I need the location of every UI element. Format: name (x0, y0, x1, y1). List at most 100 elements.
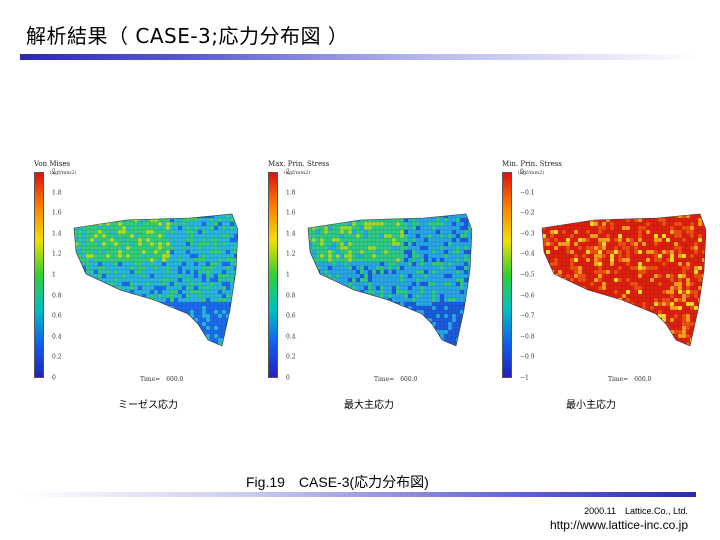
mesh-element (347, 289, 353, 295)
mesh-element (177, 225, 183, 231)
mesh-element (117, 281, 123, 287)
mesh-element (117, 233, 123, 239)
mesh-element (189, 321, 195, 327)
mesh-element (93, 225, 99, 231)
mesh-element (117, 337, 123, 343)
mesh-element (189, 305, 195, 311)
mesh-element (395, 221, 401, 227)
mesh-element (677, 241, 683, 247)
mesh-element (467, 329, 472, 335)
mesh-element (157, 289, 163, 295)
mesh-element (701, 333, 706, 339)
mesh-element (593, 309, 599, 315)
mesh-element (411, 277, 417, 283)
mesh-element (339, 345, 345, 346)
mesh-element (375, 289, 381, 295)
mesh-element (125, 305, 131, 311)
mesh-element (669, 321, 675, 327)
mesh-element (431, 301, 437, 307)
mesh-element (451, 225, 457, 231)
mesh-element (129, 269, 135, 275)
mesh-element (395, 265, 401, 271)
mesh-element (427, 217, 433, 223)
mesh-element (185, 297, 191, 303)
mesh-element (435, 225, 441, 231)
mesh-element (343, 289, 349, 295)
mesh-element (395, 273, 401, 279)
mesh-element (173, 273, 179, 279)
mesh-element (347, 229, 353, 235)
mesh-element (217, 241, 223, 247)
mesh-element (585, 309, 591, 315)
mesh-element (121, 257, 127, 263)
mesh-element (319, 269, 325, 275)
mesh-element (585, 249, 591, 255)
mesh-element (419, 229, 425, 235)
mesh-element (403, 329, 409, 335)
mesh-element (617, 301, 623, 307)
mesh-element (669, 241, 675, 247)
mesh-element (189, 281, 195, 287)
mesh-element (319, 253, 325, 259)
mesh-element (371, 281, 377, 287)
mesh-element (407, 333, 413, 339)
mesh-element (637, 229, 643, 235)
mesh-element (97, 253, 103, 259)
mesh-element (653, 305, 659, 311)
mesh-element (637, 225, 643, 231)
mesh-element (689, 285, 695, 291)
mesh-element (375, 269, 381, 275)
mesh-element (383, 281, 389, 287)
mesh-element (403, 301, 409, 307)
mesh-element (311, 325, 317, 331)
mesh-element (367, 257, 373, 263)
mesh-element (661, 305, 667, 311)
mesh-element (573, 329, 579, 335)
mesh-element (447, 229, 453, 235)
mesh-element (542, 225, 543, 231)
mesh-element (685, 305, 691, 311)
mesh-element (589, 341, 595, 346)
mesh-element (209, 325, 215, 331)
mesh-element (355, 329, 361, 335)
mesh-element (685, 281, 691, 287)
mesh-element (205, 225, 211, 231)
mesh-element (375, 257, 381, 263)
mesh-element (451, 233, 457, 239)
mesh-element (693, 305, 699, 311)
mesh-element (181, 269, 187, 275)
mesh-element (81, 214, 87, 219)
mesh-element (665, 341, 671, 346)
mesh-element (617, 265, 623, 271)
mesh-element (693, 253, 699, 259)
mesh-element (609, 237, 615, 243)
mesh-element (335, 285, 341, 291)
mesh-element (339, 253, 345, 259)
mesh-element (419, 241, 425, 247)
mesh-element (137, 309, 143, 315)
mesh-element (383, 225, 389, 231)
mesh-element (625, 273, 631, 279)
mesh-element (197, 249, 203, 255)
mesh-element (77, 281, 83, 287)
mesh-element (553, 217, 559, 223)
mesh-element (125, 293, 131, 299)
mesh-element (165, 321, 171, 327)
mesh-element (89, 337, 95, 343)
mesh-element (407, 277, 413, 283)
mesh-element (169, 221, 175, 227)
mesh-element (693, 214, 699, 215)
mesh-element (597, 245, 603, 251)
mesh-element (233, 301, 238, 307)
mesh-element (573, 249, 579, 255)
mesh-element (363, 269, 369, 275)
mesh-element (673, 221, 679, 227)
mesh-element (315, 214, 321, 219)
mesh-element (415, 313, 421, 319)
mesh-element (693, 329, 699, 335)
mesh-element (613, 233, 619, 239)
mesh-element (665, 225, 671, 231)
mesh-element (133, 261, 139, 267)
mesh-element (205, 265, 211, 271)
mesh-element (463, 337, 469, 343)
